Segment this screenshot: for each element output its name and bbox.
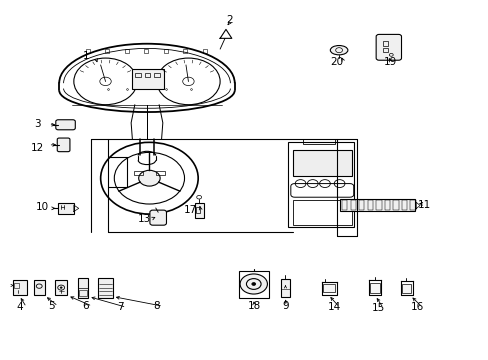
Text: 6: 6 [82,301,89,311]
Bar [85,49,90,53]
Bar [144,73,150,77]
Bar [369,283,379,293]
Text: 16: 16 [410,302,424,312]
Bar [78,278,88,298]
Bar [293,200,351,225]
Bar [58,203,74,214]
Bar [238,271,268,298]
Text: 19: 19 [384,57,397,67]
Bar [13,280,26,296]
Bar [288,142,353,226]
Text: 4: 4 [17,302,23,312]
Bar [401,201,407,211]
Bar [144,49,148,53]
Ellipse shape [60,287,62,288]
Bar [14,283,19,288]
Text: 8: 8 [153,301,160,311]
Text: 12: 12 [31,143,44,153]
Bar [156,171,164,175]
Bar [401,284,410,293]
Ellipse shape [240,274,267,294]
Ellipse shape [139,170,160,186]
Text: 17: 17 [184,206,197,216]
Text: 1: 1 [82,51,89,61]
Bar [105,49,109,53]
Bar [202,49,206,53]
Bar [392,201,398,211]
FancyBboxPatch shape [57,138,70,152]
Text: 15: 15 [371,303,385,314]
Bar [194,203,203,218]
FancyBboxPatch shape [56,120,75,130]
Text: 10: 10 [36,202,49,212]
Bar [55,280,67,296]
Bar [383,48,387,52]
Text: 7: 7 [117,302,123,312]
Ellipse shape [251,283,255,285]
Text: 18: 18 [247,301,260,311]
Text: 2: 2 [226,15,233,26]
Text: 14: 14 [327,302,341,312]
Bar [154,73,160,77]
Bar [409,201,415,211]
Bar [367,201,372,211]
Bar [303,139,334,144]
Text: 3: 3 [34,120,41,129]
Bar [358,201,364,211]
Text: 9: 9 [282,301,289,311]
Bar [375,201,381,211]
Text: 5: 5 [48,301,55,311]
Bar [339,199,414,211]
Bar [124,49,129,53]
Bar [163,49,167,53]
Bar [383,41,387,45]
Bar [384,201,389,211]
Bar [195,207,199,213]
Bar [350,201,355,211]
Bar [98,278,113,298]
Text: 11: 11 [417,200,430,210]
FancyBboxPatch shape [375,35,401,60]
Bar [79,290,87,296]
Bar [281,279,289,297]
Bar [322,284,334,292]
Ellipse shape [330,45,347,55]
Text: 20: 20 [330,57,343,67]
Bar [132,69,163,89]
Bar [183,49,187,53]
Bar [293,149,351,176]
Text: 13: 13 [138,215,151,224]
Bar [341,201,346,211]
Bar [34,280,44,296]
Bar [135,73,141,77]
FancyBboxPatch shape [150,210,166,225]
Bar [134,171,142,175]
